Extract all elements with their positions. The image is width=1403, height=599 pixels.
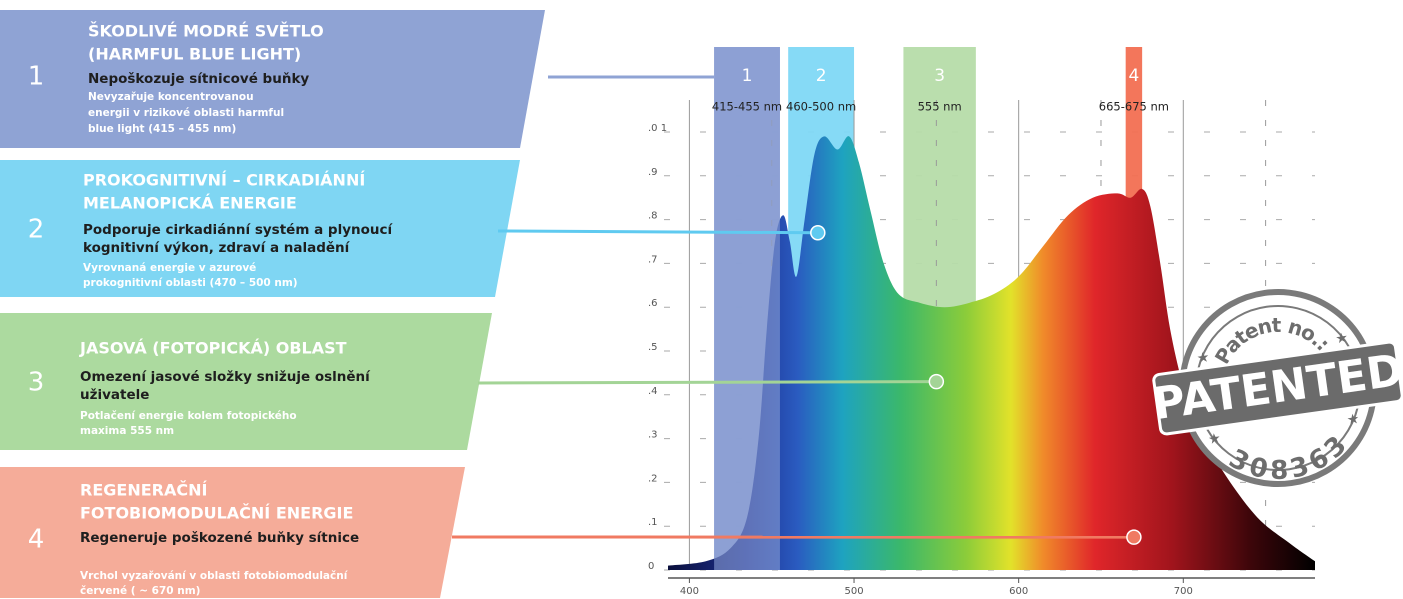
stamp-star: ★ xyxy=(1334,330,1349,348)
x-tick-label: 500 xyxy=(844,586,863,597)
band-overlay xyxy=(714,47,780,570)
panel-title: FOTOBIOMODULAČNÍ ENERGIE xyxy=(80,504,353,523)
panel-number: 2 xyxy=(28,215,45,245)
band-range: 555 nm xyxy=(918,100,962,114)
panel-title: JASOVÁ (FOTOPICKÁ) OBLAST xyxy=(79,339,347,358)
panel-lead: Nepoškozuje sítnicové buňky xyxy=(88,71,309,87)
panel-lead: uživatele xyxy=(80,387,149,403)
panel-number: 4 xyxy=(28,525,45,555)
band-number: 2 xyxy=(816,66,827,86)
panel-box xyxy=(0,160,520,297)
y-tick-label: .2 xyxy=(648,473,658,484)
y-tick-label: .8 xyxy=(648,211,658,222)
band-number: 4 xyxy=(1128,66,1139,86)
band-number: 3 xyxy=(934,66,945,86)
y-tick-label: .7 xyxy=(648,254,658,265)
connector xyxy=(497,229,818,235)
panel-note: energii v rizikové oblasti harmful xyxy=(88,107,284,119)
panel-title: PROKOGNITIVNÍ – CIRKADIÁNNÍ xyxy=(83,171,365,190)
y-tick-label: .3 xyxy=(648,430,658,441)
panels: 1 ŠKODLIVÉ MODRÉ SVĚTLO (HARMFUL BLUE LIGH… xyxy=(0,10,545,598)
y-tick-label: 0 xyxy=(648,561,654,572)
spectrum-area xyxy=(668,136,1315,570)
spectrum-chart: 0 .1 .2 .3 .4 .5 .6 .7 .8 .9 .0 1 400 500 600 700 1 415-… xyxy=(451,47,1315,597)
panel-note: červené ( ~ 670 nm) xyxy=(80,585,200,597)
panel-note: maxima 555 nm xyxy=(80,425,174,437)
panel-note: Nevyzařuje koncentrovanou xyxy=(88,91,254,103)
y-tick-label: .0 1 xyxy=(648,123,667,134)
panel-lead: Podporuje cirkadiánní systém a plynoucí xyxy=(83,222,393,238)
panel-box xyxy=(0,10,545,148)
band-range: 665-675 nm xyxy=(1099,100,1169,114)
panel-lead: kognitivní výkon, zdraví a naladění xyxy=(83,240,351,256)
marker-dot xyxy=(1126,529,1142,545)
band-range: 460-500 nm xyxy=(786,100,856,114)
panel-number: 3 xyxy=(28,368,45,398)
panel-note: blue light (415 – 455 nm) xyxy=(88,123,236,135)
panel-note: Vrchol vyzařování v oblasti fotobiomodul… xyxy=(80,570,349,582)
x-tick-label: 600 xyxy=(1009,586,1028,597)
marker-dot xyxy=(810,224,826,241)
x-tick-label: 700 xyxy=(1174,586,1193,597)
y-tick-label: .9 xyxy=(648,167,658,178)
y-tick-label: .5 xyxy=(648,342,658,353)
x-tick-label: 400 xyxy=(680,586,699,597)
panel-title: (HARMFUL BLUE LIGHT) xyxy=(88,45,301,64)
stamp-star: ★ xyxy=(1207,431,1222,449)
panel-box xyxy=(0,467,465,598)
panel-title: MELANOPICKÁ ENERGIE xyxy=(83,194,297,213)
y-tick-label: .6 xyxy=(648,298,658,309)
connector xyxy=(477,380,937,385)
panel-title: ŠKODLIVÉ MODRÉ SVĚTLO xyxy=(88,22,324,41)
stamp-banner xyxy=(1152,340,1403,436)
band-range: 415-455 nm xyxy=(712,100,782,114)
marker-dot xyxy=(928,373,945,390)
panel-note: prokognitivní oblasti (470 – 500 nm) xyxy=(83,277,298,289)
y-tick-label: .4 xyxy=(648,386,658,397)
panel-note: Vyrovnaná energie v azurové xyxy=(83,262,256,274)
panel-title: REGENERAČNÍ xyxy=(80,481,207,500)
panel-lead: Regeneruje poškozené buňky sítnice xyxy=(80,530,359,546)
y-tick-label: .1 xyxy=(648,517,658,528)
panel-box xyxy=(0,313,492,450)
panel-note: Potlačení energie kolem fotopického xyxy=(80,410,297,422)
panel-lead: Omezení jasové složky snižuje oslnění xyxy=(80,369,371,385)
band-number: 1 xyxy=(742,66,753,86)
stamp-star: ★ xyxy=(1196,349,1211,367)
panel-number: 1 xyxy=(28,62,45,92)
stamp-star: ★ xyxy=(1346,411,1361,429)
